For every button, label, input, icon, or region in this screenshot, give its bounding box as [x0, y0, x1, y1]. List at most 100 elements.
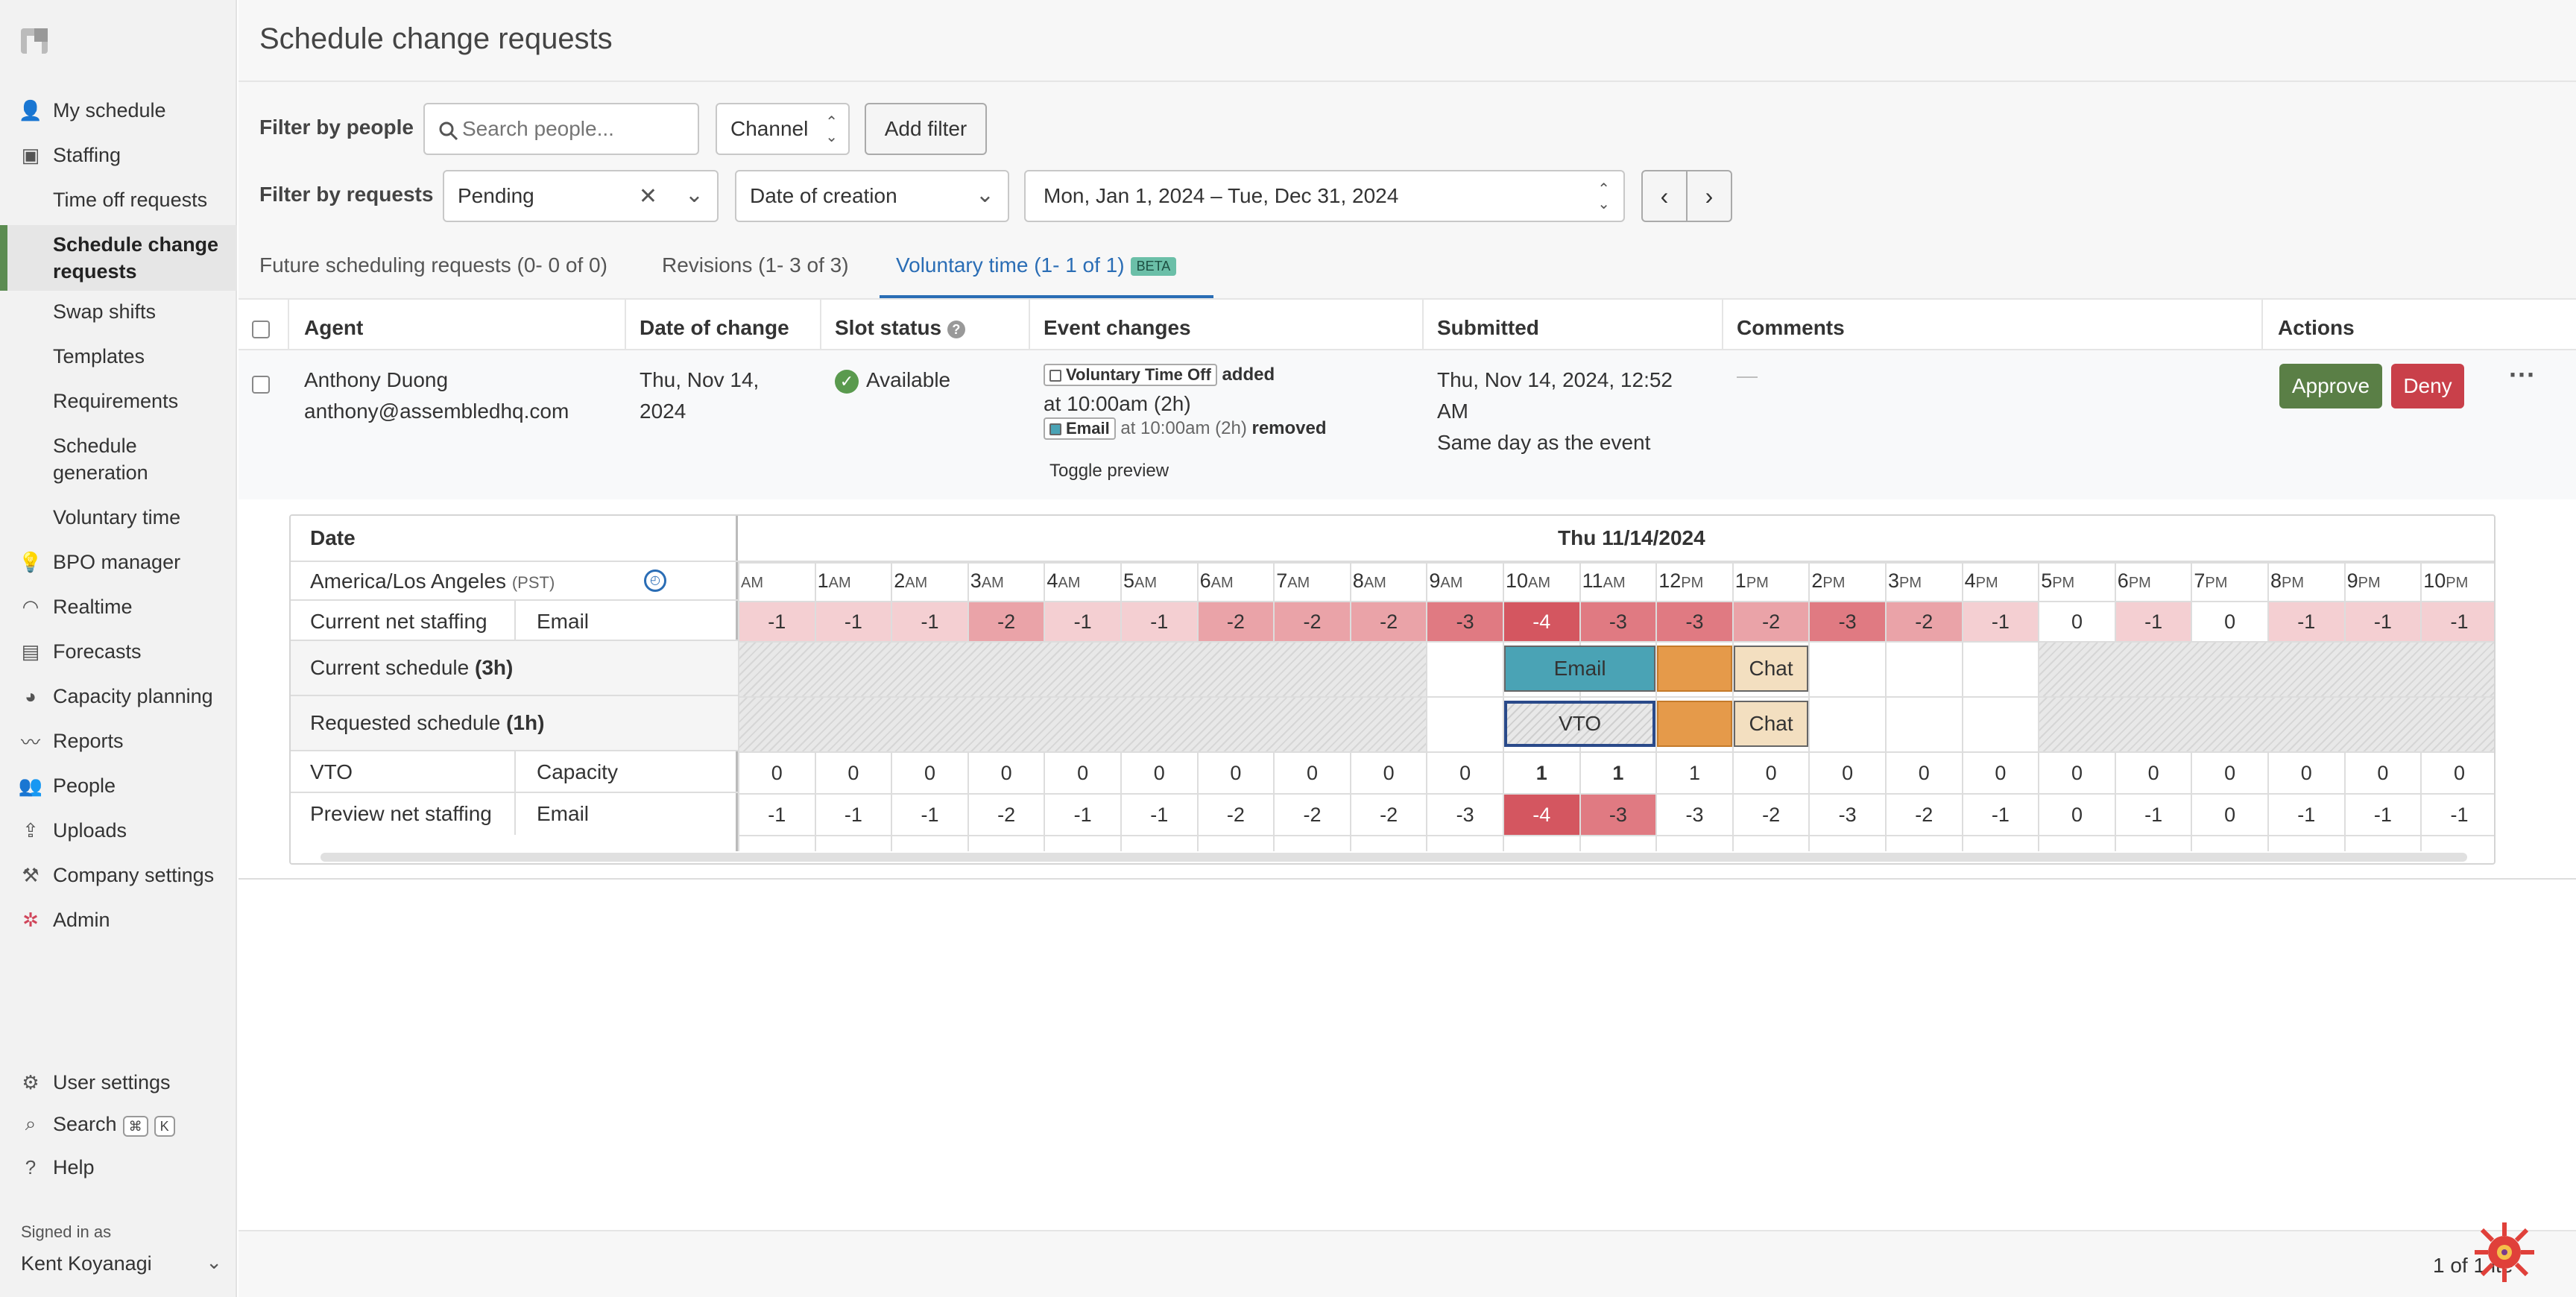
chevron-down-icon: ⌄	[975, 183, 994, 207]
updown-icon: ⌃ ⌄	[825, 114, 838, 145]
sidebar-item-company-settings[interactable]: ⚒ Company settings	[0, 862, 237, 889]
hour-number: 9	[1429, 569, 1441, 592]
hour-period: PM	[2282, 575, 2305, 591]
hour-label: 6PM	[2118, 569, 2151, 593]
current-net-cell: -1	[2422, 602, 2494, 641]
user-name: Kent Koyanagi	[21, 1252, 152, 1275]
orange-block[interactable]	[1657, 701, 1732, 747]
table-row: Anthony Duong anthony@assembledhq.com Th…	[239, 350, 2576, 499]
column-divider	[1722, 300, 1723, 352]
sidebar-item-my-schedule[interactable]: 👤 My schedule	[0, 97, 237, 124]
search-people-box[interactable]	[423, 103, 699, 155]
help-icon[interactable]: ?	[947, 320, 965, 338]
sidebar-item-schedule-change-requests[interactable]: Schedule change requests	[0, 225, 237, 291]
current-net-cell: -1	[1963, 602, 2039, 641]
approve-button[interactable]: Approve	[2279, 364, 2382, 408]
sidebar-item-templates[interactable]: Templates	[0, 343, 237, 370]
agent-name-link[interactable]: Anthony Duong	[304, 368, 449, 391]
sidebar-item-admin[interactable]: ✲ Admin	[0, 906, 237, 933]
more-options-icon[interactable]: ···	[2509, 359, 2536, 390]
sidebar-item-staffing[interactable]: ▣ Staffing	[0, 142, 237, 168]
requested-schedule-text: Requested schedule	[310, 711, 501, 734]
email-block[interactable]: Email	[1504, 646, 1656, 692]
current-net-cell: -1	[739, 602, 815, 641]
sidebar-item-schedule-generation[interactable]: Schedule generation	[0, 432, 237, 486]
select-all-checkbox[interactable]	[252, 321, 270, 338]
col-comments[interactable]: Comments	[1737, 316, 1845, 339]
preview-grid: Thu 11/14/2024 AM 1AM 2AM 3AM 4AM 5AM 6AM 7AM 8A…	[738, 516, 2494, 851]
sidebar-item-people[interactable]: 👥 People	[0, 772, 237, 799]
hour-number: 4	[1964, 569, 1976, 592]
user-settings-link[interactable]: ⚙ User settings	[0, 1069, 237, 1096]
hour-period: PM	[2358, 575, 2381, 591]
date-range-picker[interactable]: Mon, Jan 1, 2024 – Tue, Dec 31, 2024 ⌃ ⌄	[1024, 170, 1625, 222]
next-range-button[interactable]: ›	[1686, 170, 1732, 222]
user-menu[interactable]: Kent Koyanagi ⌄	[21, 1251, 222, 1275]
toggle-preview-link[interactable]: Toggle preview	[1049, 461, 1169, 481]
status-select[interactable]: Pending ✕ ⌄	[443, 170, 719, 222]
chat-block[interactable]: Chat	[1733, 646, 1809, 692]
hour-gridline	[1426, 562, 1428, 851]
vto-capacity-cell: 0	[2377, 761, 2389, 784]
sidebar-item-voluntary-time[interactable]: Voluntary time	[0, 504, 237, 531]
page-title: Schedule change requests	[259, 22, 613, 55]
clear-icon[interactable]: ✕	[638, 184, 657, 209]
col-event-changes[interactable]: Event changes	[1044, 316, 1191, 339]
sidebar-item-time-off-requests[interactable]: Time off requests	[0, 186, 237, 213]
hour-label: 1PM	[1735, 569, 1769, 593]
current-net-cell: -1	[1122, 602, 1197, 641]
hour-label: 7PM	[2194, 569, 2227, 593]
tab-voluntary-time[interactable]: Voluntary time (1- 1 of 1) BETA	[896, 253, 1177, 277]
preview-net-cell: -4	[1504, 795, 1579, 835]
sidebar-item-swap-shifts[interactable]: Swap shifts	[0, 298, 237, 325]
current-net-cell: -1	[892, 602, 967, 641]
col-agent[interactable]: Agent	[304, 316, 364, 339]
deny-button[interactable]: Deny	[2391, 364, 2464, 408]
prev-range-button[interactable]: ‹	[1641, 170, 1688, 222]
date-type-select[interactable]: Date of creation ⌄	[735, 170, 1009, 222]
sidebar-item-bpo-manager[interactable]: 💡 BPO manager	[0, 549, 237, 575]
devtools-bug-icon[interactable]	[2467, 1215, 2542, 1290]
current-net-cell: -1	[2345, 602, 2421, 641]
hour-gridline	[2038, 562, 2040, 851]
channel-select[interactable]: Channel ⌃ ⌄	[716, 103, 850, 155]
orange-block[interactable]	[1657, 646, 1732, 692]
sidebar-item-capacity-planning[interactable]: ◕ Capacity planning	[0, 683, 237, 710]
chevron-left-icon: ‹	[1660, 182, 1669, 209]
column-divider	[1422, 300, 1424, 352]
preview-date-row: Date	[291, 516, 738, 562]
search-people-input[interactable]	[462, 117, 686, 141]
horizontal-scrollbar[interactable]	[321, 853, 2467, 862]
tab-revisions[interactable]: Revisions (1- 3 of 3)	[662, 253, 849, 277]
tab-future-requests[interactable]: Future scheduling requests (0- 0 of 0)	[259, 253, 607, 277]
chevron-down-icon[interactable]: ⌄	[684, 183, 704, 207]
vto-capacity-cell: 0	[2453, 761, 2465, 784]
sidebar-item-label: People	[53, 774, 116, 797]
app-logo-icon[interactable]	[18, 24, 51, 57]
current-net-cell: -1	[815, 602, 891, 641]
event1-time: at 10:00am (2h)	[1044, 392, 1191, 415]
sidebar-item-label: Staffing	[53, 144, 121, 166]
clock-icon[interactable]: ◴	[644, 569, 666, 592]
book-icon: ▤	[21, 640, 40, 663]
vto-block[interactable]: VTO	[1504, 701, 1656, 747]
hour-number: 1	[1734, 569, 1746, 592]
row-checkbox[interactable]	[252, 376, 270, 394]
sidebar-item-forecasts[interactable]: ▤ Forecasts	[0, 638, 237, 665]
sidebar-item-uploads[interactable]: ⇪ Uploads	[0, 817, 237, 844]
timezone-label: America/Los Angeles (PST)	[310, 569, 555, 593]
current-net-cell: 0	[2192, 602, 2267, 641]
add-filter-button[interactable]: Add filter	[865, 103, 987, 155]
sidebar-item-realtime[interactable]: ◠ Realtime	[0, 593, 237, 620]
col-submitted[interactable]: Submitted	[1437, 316, 1539, 339]
hour-gridline	[738, 562, 739, 851]
search-link[interactable]: ⌕ Search ⌘ K	[0, 1111, 237, 1137]
sidebar-item-reports[interactable]: 〰 Reports	[0, 728, 237, 754]
chat-block[interactable]: Chat	[1733, 701, 1809, 747]
sidebar-item-requirements[interactable]: Requirements	[0, 388, 237, 414]
col-slot-status[interactable]: Slot status ?	[835, 316, 965, 340]
current-net-cell: -4	[1504, 602, 1579, 641]
date-type-value: Date of creation	[750, 184, 897, 207]
help-link[interactable]: ? Help	[0, 1154, 237, 1181]
col-date-of-change[interactable]: Date of change	[640, 316, 789, 339]
